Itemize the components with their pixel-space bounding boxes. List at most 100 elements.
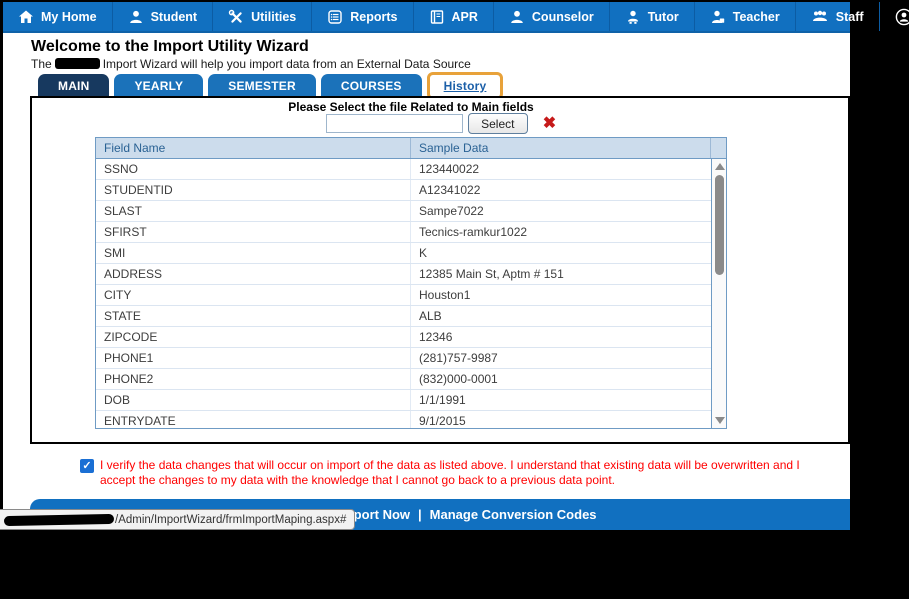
field-name-cell: STUDENTID (96, 180, 411, 200)
table-body: SSNO 123440022 STUDENTID A12341022 SLAST Sa… (96, 159, 726, 428)
nav-item-apr[interactable]: APR (414, 2, 494, 31)
manage-conversion-codes-button[interactable]: Manage Conversion Codes (429, 507, 597, 522)
nav-item-staff[interactable]: Staff (796, 2, 880, 31)
field-name-cell: STATE (96, 306, 411, 326)
table-header-row: Field Name Sample Data (96, 138, 726, 159)
nav-label: Staff (835, 9, 864, 24)
nav-label: Student (150, 9, 198, 24)
nav-label: Reports (350, 9, 398, 24)
field-name-cell: ZIPCODE (96, 327, 411, 347)
page-subtitle: The Import Wizard will help you import da… (31, 57, 471, 71)
sample-data-cell: (281)757-9987 (419, 351, 498, 365)
utilities-icon (228, 9, 244, 25)
table-scrollbar[interactable] (711, 159, 726, 428)
nav-item-reports[interactable]: Reports (312, 2, 414, 31)
file-select-row: Select ✖ (125, 113, 757, 134)
sample-data-cell: 123440022 (419, 162, 480, 176)
scrollbar-thumb[interactable] (715, 175, 724, 275)
sample-data-cell: Sampe7022 (419, 204, 484, 218)
table-row: DOB 1/1/1991 (96, 390, 726, 411)
column-header-sample-data: Sample Data (411, 138, 711, 158)
nav-label: Utilities (251, 9, 297, 24)
field-name-cell: SMI (96, 243, 411, 263)
tutor-icon (625, 9, 641, 25)
sample-data-cell: 12385 Main St, Aptm # 151 (419, 267, 564, 281)
student-icon (128, 9, 144, 25)
field-name-cell: DOB (96, 390, 411, 410)
sample-data-cell: 1/1/1991 (419, 393, 466, 407)
apr-icon (429, 9, 445, 25)
field-name-cell: PHONE1 (96, 348, 411, 368)
table-row: PHONE2 (832)000-0001 (96, 369, 726, 390)
field-name-cell: SSNO (96, 159, 411, 179)
table-row: SSNO 123440022 (96, 159, 726, 180)
sample-data-cell: A12341022 (419, 183, 481, 197)
sample-data-cell: 12346 (419, 330, 453, 344)
table-row: ZIPCODE 12346 (96, 327, 726, 348)
redaction-box (54, 58, 100, 69)
nav-item-utilities[interactable]: Utilities (213, 2, 313, 31)
page: My Home Student Utilities Reports APR (0, 2, 909, 530)
field-name-cell: SLAST (96, 201, 411, 221)
nav-item-counselor[interactable]: Counselor (494, 2, 610, 31)
table-row: SMI K (96, 243, 726, 264)
tab-semester[interactable]: SEMESTER (208, 74, 316, 98)
verify-checkbox[interactable]: ✓ (80, 459, 94, 473)
home-icon (18, 9, 34, 25)
nav-item-tutor[interactable]: Tutor (610, 2, 695, 31)
page-title: Welcome to the Import Utility Wizard (31, 38, 309, 55)
nav-item-my-home[interactable]: My Home (3, 2, 113, 31)
table-row: SLAST Sampe7022 (96, 201, 726, 222)
sample-data-cell: Tecnics-ramkur1022 (419, 225, 528, 239)
select-file-button[interactable]: Select (467, 113, 528, 134)
file-path-input[interactable] (325, 114, 463, 133)
nav-item-admin[interactable]: Admin (880, 2, 909, 31)
subtitle-suffix: Import Wizard will help you import data … (102, 57, 471, 71)
tab-main[interactable]: MAIN (38, 74, 110, 98)
sample-data-cell: Houston1 (419, 288, 471, 302)
verify-section: ✓ I verify the data changes that will oc… (80, 458, 820, 488)
table-row: ADDRESS 12385 Main St, Aptm # 151 (96, 264, 726, 285)
table-row: ENTRYDATE 9/1/2015 (96, 411, 726, 428)
wizard-tabs: MAIN YEARLY SEMESTER COURSES History (38, 72, 504, 100)
nav-label: APR (451, 9, 478, 24)
nav-item-teacher[interactable]: Teacher (695, 2, 796, 31)
footer-separator: | (418, 507, 422, 522)
table-row: CITY Houston1 (96, 285, 726, 306)
tab-yearly[interactable]: YEARLY (114, 74, 204, 98)
column-header-field-name: Field Name (96, 138, 411, 158)
teacher-icon (710, 9, 726, 25)
field-name-cell: ADDRESS (96, 264, 411, 284)
status-url-tooltip: /Admin/ImportWizard/frmImportMaping.aspx… (0, 509, 356, 530)
url-redaction-scribble (3, 513, 115, 526)
tab-history[interactable]: History (426, 72, 504, 100)
subtitle-prefix: The (31, 57, 52, 71)
nav-label: Counselor (531, 9, 594, 24)
table-row: SFIRST Tecnics-ramkur1022 (96, 222, 726, 243)
field-name-cell: PHONE2 (96, 369, 411, 389)
reports-icon (327, 9, 343, 25)
top-nav: My Home Student Utilities Reports APR (3, 2, 909, 33)
nav-label: Teacher (732, 9, 780, 24)
counselor-icon (509, 9, 525, 25)
table-row: STATE ALB (96, 306, 726, 327)
table-row: STUDENTID A12341022 (96, 180, 726, 201)
table-row: PHONE1 (281)757-9987 (96, 348, 726, 369)
sample-data-cell: ALB (419, 309, 442, 323)
field-name-cell: CITY (96, 285, 411, 305)
tab-courses[interactable]: COURSES (320, 74, 422, 98)
nav-label: Tutor (647, 9, 679, 24)
nav-item-student[interactable]: Student (113, 2, 214, 31)
staff-icon (811, 9, 829, 25)
verify-text: I verify the data changes that will occu… (100, 458, 800, 487)
scroll-down-icon[interactable] (715, 417, 725, 424)
admin-icon (895, 8, 909, 26)
status-url-text: /Admin/ImportWizard/frmImportMaping.aspx… (115, 513, 347, 526)
scroll-up-icon[interactable] (715, 163, 725, 170)
import-now-button[interactable]: Import Now (338, 507, 411, 522)
nav-label: My Home (41, 9, 97, 24)
sample-data-cell: (832)000-0001 (419, 372, 498, 386)
clear-file-icon[interactable]: ✖ (542, 114, 557, 132)
sample-data-cell: 9/1/2015 (419, 414, 466, 428)
sample-data-cell: K (419, 246, 428, 260)
